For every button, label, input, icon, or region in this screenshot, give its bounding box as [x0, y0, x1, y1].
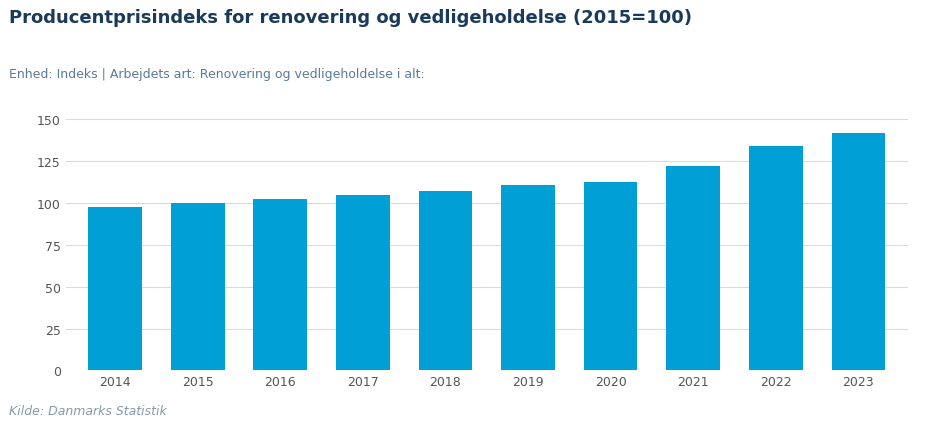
Bar: [584, 182, 637, 371]
Text: Kilde: Danmarks Statistik: Kilde: Danmarks Statistik: [9, 405, 168, 417]
Bar: [336, 196, 389, 371]
Bar: [418, 191, 473, 371]
Bar: [88, 207, 142, 371]
Bar: [749, 147, 803, 371]
Text: Producentprisindeks for renovering og vedligeholdelse (2015=100): Producentprisindeks for renovering og ve…: [9, 9, 693, 26]
Bar: [501, 185, 555, 371]
Bar: [254, 199, 307, 371]
Text: Enhed: Indeks | Arbejdets art: Renovering og vedligeholdelse i alt:: Enhed: Indeks | Arbejdets art: Renoverin…: [9, 68, 425, 81]
Bar: [666, 167, 720, 371]
Bar: [831, 133, 885, 371]
Bar: [171, 203, 225, 371]
